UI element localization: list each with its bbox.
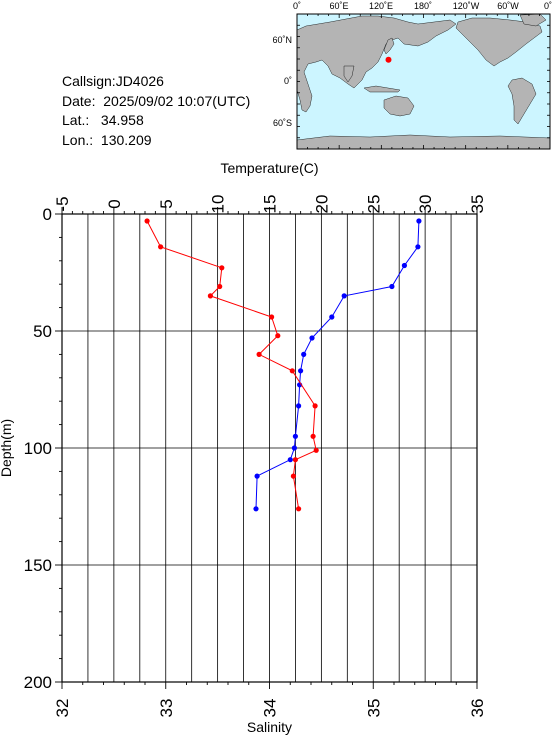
temperature-data-point	[291, 445, 297, 451]
map-land	[296, 13, 551, 150]
station-marker	[385, 56, 392, 63]
map-longitude-label: 180˚	[414, 1, 432, 11]
salinity-data-point	[207, 293, 213, 299]
salinity-tick-label: 33	[157, 699, 176, 718]
temperature-profile-line	[255, 220, 420, 509]
salinity-data-point	[275, 333, 281, 339]
salinity-data-point	[313, 447, 319, 453]
map-longitude-label: 120˚E	[369, 1, 393, 11]
map-ticks	[296, 13, 551, 150]
temperature-data-point	[254, 473, 260, 479]
land-australia	[383, 95, 415, 117]
salinity-data-point	[158, 244, 164, 250]
temperature-axis: -5 0 5 10 15 20 25 30 35	[53, 195, 487, 214]
series-layer	[144, 218, 422, 512]
inset-world-map: 0˚ 60˚E 120˚E 180˚ 120˚W 60˚W 0˚ 60˚N 0˚ 60˚S	[272, 1, 552, 150]
depth-axis: 0 50 100 150 200	[24, 205, 62, 692]
temperature-data-point	[296, 403, 302, 409]
depth-tick-label: 200	[24, 673, 52, 692]
temperature-tick-label: 25	[364, 195, 383, 214]
temperature-data-point	[401, 262, 407, 269]
salinity-data-point	[290, 473, 296, 479]
latitude-text: Lat.: 34.958	[62, 112, 144, 128]
land-north-america	[455, 17, 543, 67]
temperature-data-point	[416, 218, 422, 224]
salinity-tick-label: 35	[364, 699, 383, 718]
temperature-data-point	[415, 244, 421, 250]
temperature-data-point	[329, 314, 335, 320]
salinity-axis-label: Salinity	[247, 719, 292, 735]
temperature-tick-label: 15	[261, 195, 280, 214]
map-longitude-label: 60˚W	[497, 1, 519, 11]
callsign-text: Callsign:JD4026	[62, 73, 164, 89]
map-longitude-label: 60˚E	[329, 1, 348, 11]
salinity-data-point	[310, 433, 316, 439]
temperature-data-point	[389, 283, 395, 290]
temperature-tick-label: 30	[416, 195, 435, 214]
salinity-tick-label: 36	[468, 699, 487, 718]
salinity-data-point	[289, 368, 295, 374]
salinity-data-point	[219, 265, 225, 271]
land-south-america	[507, 77, 537, 125]
temperature-tick-label: 10	[209, 195, 228, 214]
salinity-data-point	[217, 283, 223, 290]
land-india	[343, 65, 355, 83]
salinity-tick-label: 32	[53, 699, 72, 718]
map-latitude-labels: 60˚N 0˚ 60˚S	[272, 35, 292, 128]
temperature-tick-label: 5	[157, 199, 176, 208]
land-japan	[383, 37, 395, 55]
land-eurasia-africa	[296, 15, 457, 113]
salinity-data-point	[256, 351, 262, 357]
date-text: Date: 2025/09/02 10:07(UTC)	[62, 92, 251, 109]
land-indonesia	[363, 85, 401, 93]
map-longitude-label: 120˚W	[453, 1, 480, 11]
chart-grid	[62, 214, 477, 682]
temperature-data-point	[292, 433, 298, 439]
temperature-tick-label: 0	[105, 199, 124, 208]
salinity-data-point	[269, 314, 275, 320]
depth-axis-label: Depth(m)	[0, 419, 14, 477]
temperature-data-point	[341, 293, 347, 299]
depth-tick-label: 150	[24, 556, 52, 575]
map-longitude-labels: 0˚ 60˚E 120˚E 180˚ 120˚W 60˚W 0˚	[293, 1, 552, 11]
temperature-tick-label: 35	[468, 195, 487, 214]
temperature-data-point	[301, 351, 307, 357]
temperature-tick-label: 20	[312, 195, 331, 214]
temperature-data-point	[287, 457, 293, 463]
temperature-data-point	[253, 506, 259, 512]
map-latitude-label: 0˚	[284, 76, 292, 86]
salinity-data-point	[144, 218, 150, 224]
salinity-data-point	[292, 457, 298, 463]
salinity-profile-line	[146, 220, 317, 509]
salinity-tick-label: 34	[261, 699, 280, 718]
map-latitude-label: 60˚N	[272, 35, 292, 45]
temperature-axis-label: Temperature(C)	[220, 160, 318, 176]
temperature-data-point	[309, 335, 315, 341]
temperature-data-point	[298, 368, 304, 374]
map-longitude-label: 0˚	[544, 1, 552, 11]
salinity-data-point	[312, 403, 318, 409]
temperature-tick-label: -5	[53, 196, 72, 211]
depth-tick-label: 100	[24, 439, 52, 458]
longitude-text: Lon.: 130.209	[62, 131, 152, 148]
salinity-data-point	[296, 506, 302, 512]
map-latitude-label: 60˚S	[273, 118, 292, 128]
map-longitude-label: 0˚	[293, 1, 301, 11]
salinity-axis: 32 33 34 35 36	[53, 682, 487, 717]
depth-tick-label: 50	[33, 322, 52, 341]
depth-tick-label: 0	[43, 205, 52, 224]
station-info: Callsign:JD4026 Date: 2025/09/02 10:07(U…	[62, 72, 250, 150]
